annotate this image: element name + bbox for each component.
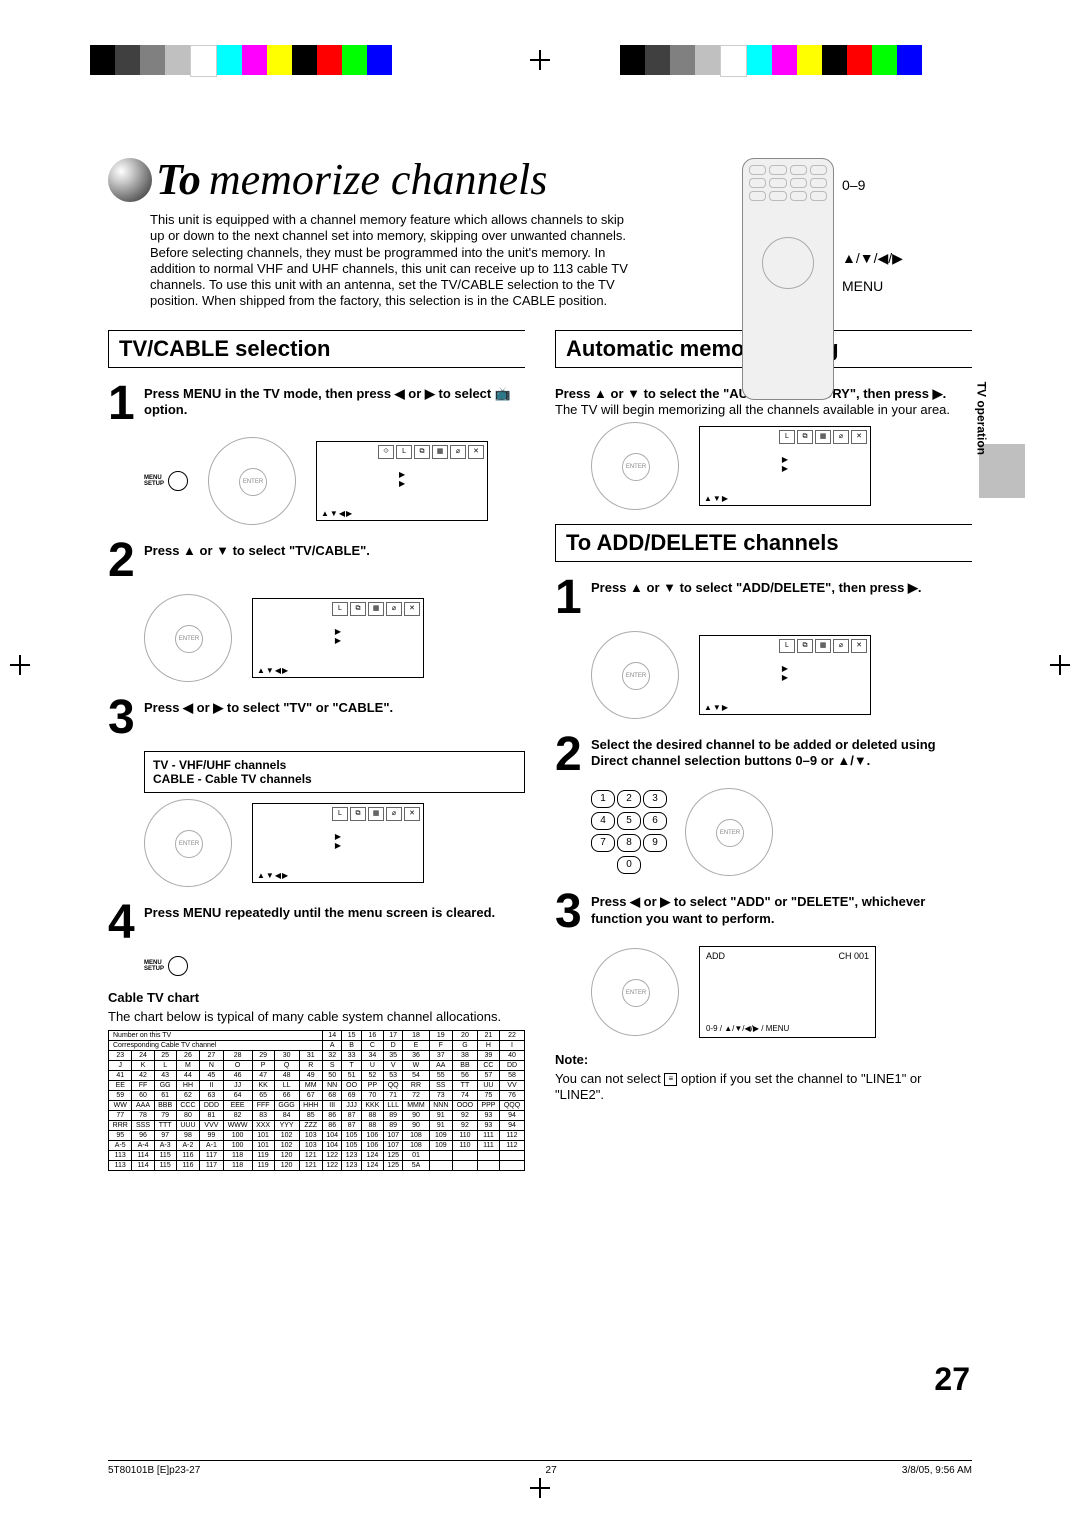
page-title-prefix: To bbox=[156, 158, 201, 202]
step-text: Press ◀ or ▶ to select "TV" or "CABLE". bbox=[144, 696, 525, 739]
nav-pad-icon: ENTER bbox=[591, 422, 679, 510]
step-number: 1 bbox=[108, 382, 144, 425]
remote-label-arrows: ▲/▼/◀/▶ bbox=[842, 249, 903, 267]
step-number: 2 bbox=[555, 733, 591, 776]
step-number: 3 bbox=[555, 890, 591, 933]
print-footer: 5T80101B [E]p23-27 27 3/8/05, 9:56 AM bbox=[108, 1460, 972, 1476]
nav-pad-icon: ENTER bbox=[685, 788, 773, 876]
nav-pad-icon: ENTER bbox=[208, 437, 296, 525]
title-ball-icon bbox=[108, 158, 152, 202]
osd-screen-icon: L⧉▦⌀✕ ▶▶ ▲▼▶ bbox=[699, 635, 871, 715]
remote-label-numbers: 0–9 bbox=[842, 176, 903, 194]
step-number: 2 bbox=[108, 539, 144, 582]
section-heading-tvcable: TV/CABLE selection bbox=[108, 330, 525, 368]
step-text: Press ▲ or ▼ to select "ADD/DELETE", the… bbox=[591, 576, 972, 619]
footer-center: 27 bbox=[546, 1465, 557, 1476]
info-box: TV - VHF/UHF channels CABLE - Cable TV c… bbox=[144, 751, 525, 793]
remote-diagram: 0–9 ▲/▼/◀/▶ MENU bbox=[742, 158, 972, 400]
note-text: You can not select ≡ option if you set t… bbox=[555, 1071, 972, 1104]
page-title: memorize channels bbox=[209, 158, 548, 202]
step-text: Press MENU repeatedly until the menu scr… bbox=[144, 901, 525, 944]
step-text: Press MENU in the TV mode, then press ◀ … bbox=[144, 382, 525, 425]
nav-pad-icon: ENTER bbox=[144, 799, 232, 887]
crop-mark bbox=[1050, 655, 1070, 675]
step-number: 1 bbox=[555, 576, 591, 619]
osd-screen-icon: ⟐L⧉▦⌀✕ ▶▶ ▲▼◀▶ bbox=[316, 441, 488, 521]
menu-button-icon bbox=[168, 956, 188, 976]
footer-right: 3/8/05, 9:56 AM bbox=[902, 1465, 972, 1476]
color-bar bbox=[620, 45, 922, 75]
menu-button-icon bbox=[168, 471, 188, 491]
crop-mark bbox=[10, 655, 30, 675]
color-bar bbox=[90, 45, 392, 75]
crop-mark bbox=[530, 50, 550, 70]
manual-page: TV operation 0–9 ▲/▼/◀/▶ MENU bbox=[0, 0, 1080, 1528]
side-tab-label: TV operation bbox=[974, 382, 988, 455]
cable-chart-text: The chart below is typical of many cable… bbox=[108, 1009, 525, 1025]
osd-screen-icon: L⧉▦⌀✕ ▶▶ ▲▼▶ bbox=[699, 426, 871, 506]
page-number: 27 bbox=[934, 1361, 970, 1398]
menu-setup-label: MENUSETUP bbox=[144, 475, 164, 487]
number-keypad-icon: 123 456 789 0 bbox=[591, 790, 665, 874]
nav-pad-icon: ENTER bbox=[591, 948, 679, 1036]
menu-setup-label: MENUSETUP bbox=[144, 960, 164, 972]
crop-mark bbox=[530, 1478, 550, 1498]
note-label: Note: bbox=[555, 1052, 972, 1067]
footer-left: 5T80101B [E]p23-27 bbox=[108, 1465, 200, 1476]
nav-pad-icon: ENTER bbox=[144, 594, 232, 682]
remote-label-menu: MENU bbox=[842, 277, 903, 295]
step-text: Select the desired channel to be added o… bbox=[591, 733, 972, 776]
osd-screen-icon: L⧉▦⌀✕ ▶▶ ▲▼◀▶ bbox=[252, 803, 424, 883]
cable-chart-heading: Cable TV chart bbox=[108, 990, 525, 1005]
step-text: Press ▲ or ▼ to select "TV/CABLE". bbox=[144, 539, 525, 582]
osd-add-delete-icon: ADD CH 001 0-9 / ▲/▼/◀/▶ / MENU bbox=[699, 946, 876, 1038]
section-heading-adddelete: To ADD/DELETE channels bbox=[555, 524, 972, 562]
step-number: 3 bbox=[108, 696, 144, 739]
step-text: Press ◀ or ▶ to select "ADD" or "DELETE"… bbox=[591, 890, 972, 933]
step-number: 4 bbox=[108, 901, 144, 944]
remote-outline bbox=[742, 158, 834, 400]
intro-text: This unit is equipped with a channel mem… bbox=[150, 212, 630, 310]
nav-pad-icon: ENTER bbox=[591, 631, 679, 719]
cable-tv-chart-table: Number on this TV141516171819202122Corre… bbox=[108, 1030, 525, 1171]
osd-screen-icon: L⧉▦⌀✕ ▶▶ ▲▼◀▶ bbox=[252, 598, 424, 678]
